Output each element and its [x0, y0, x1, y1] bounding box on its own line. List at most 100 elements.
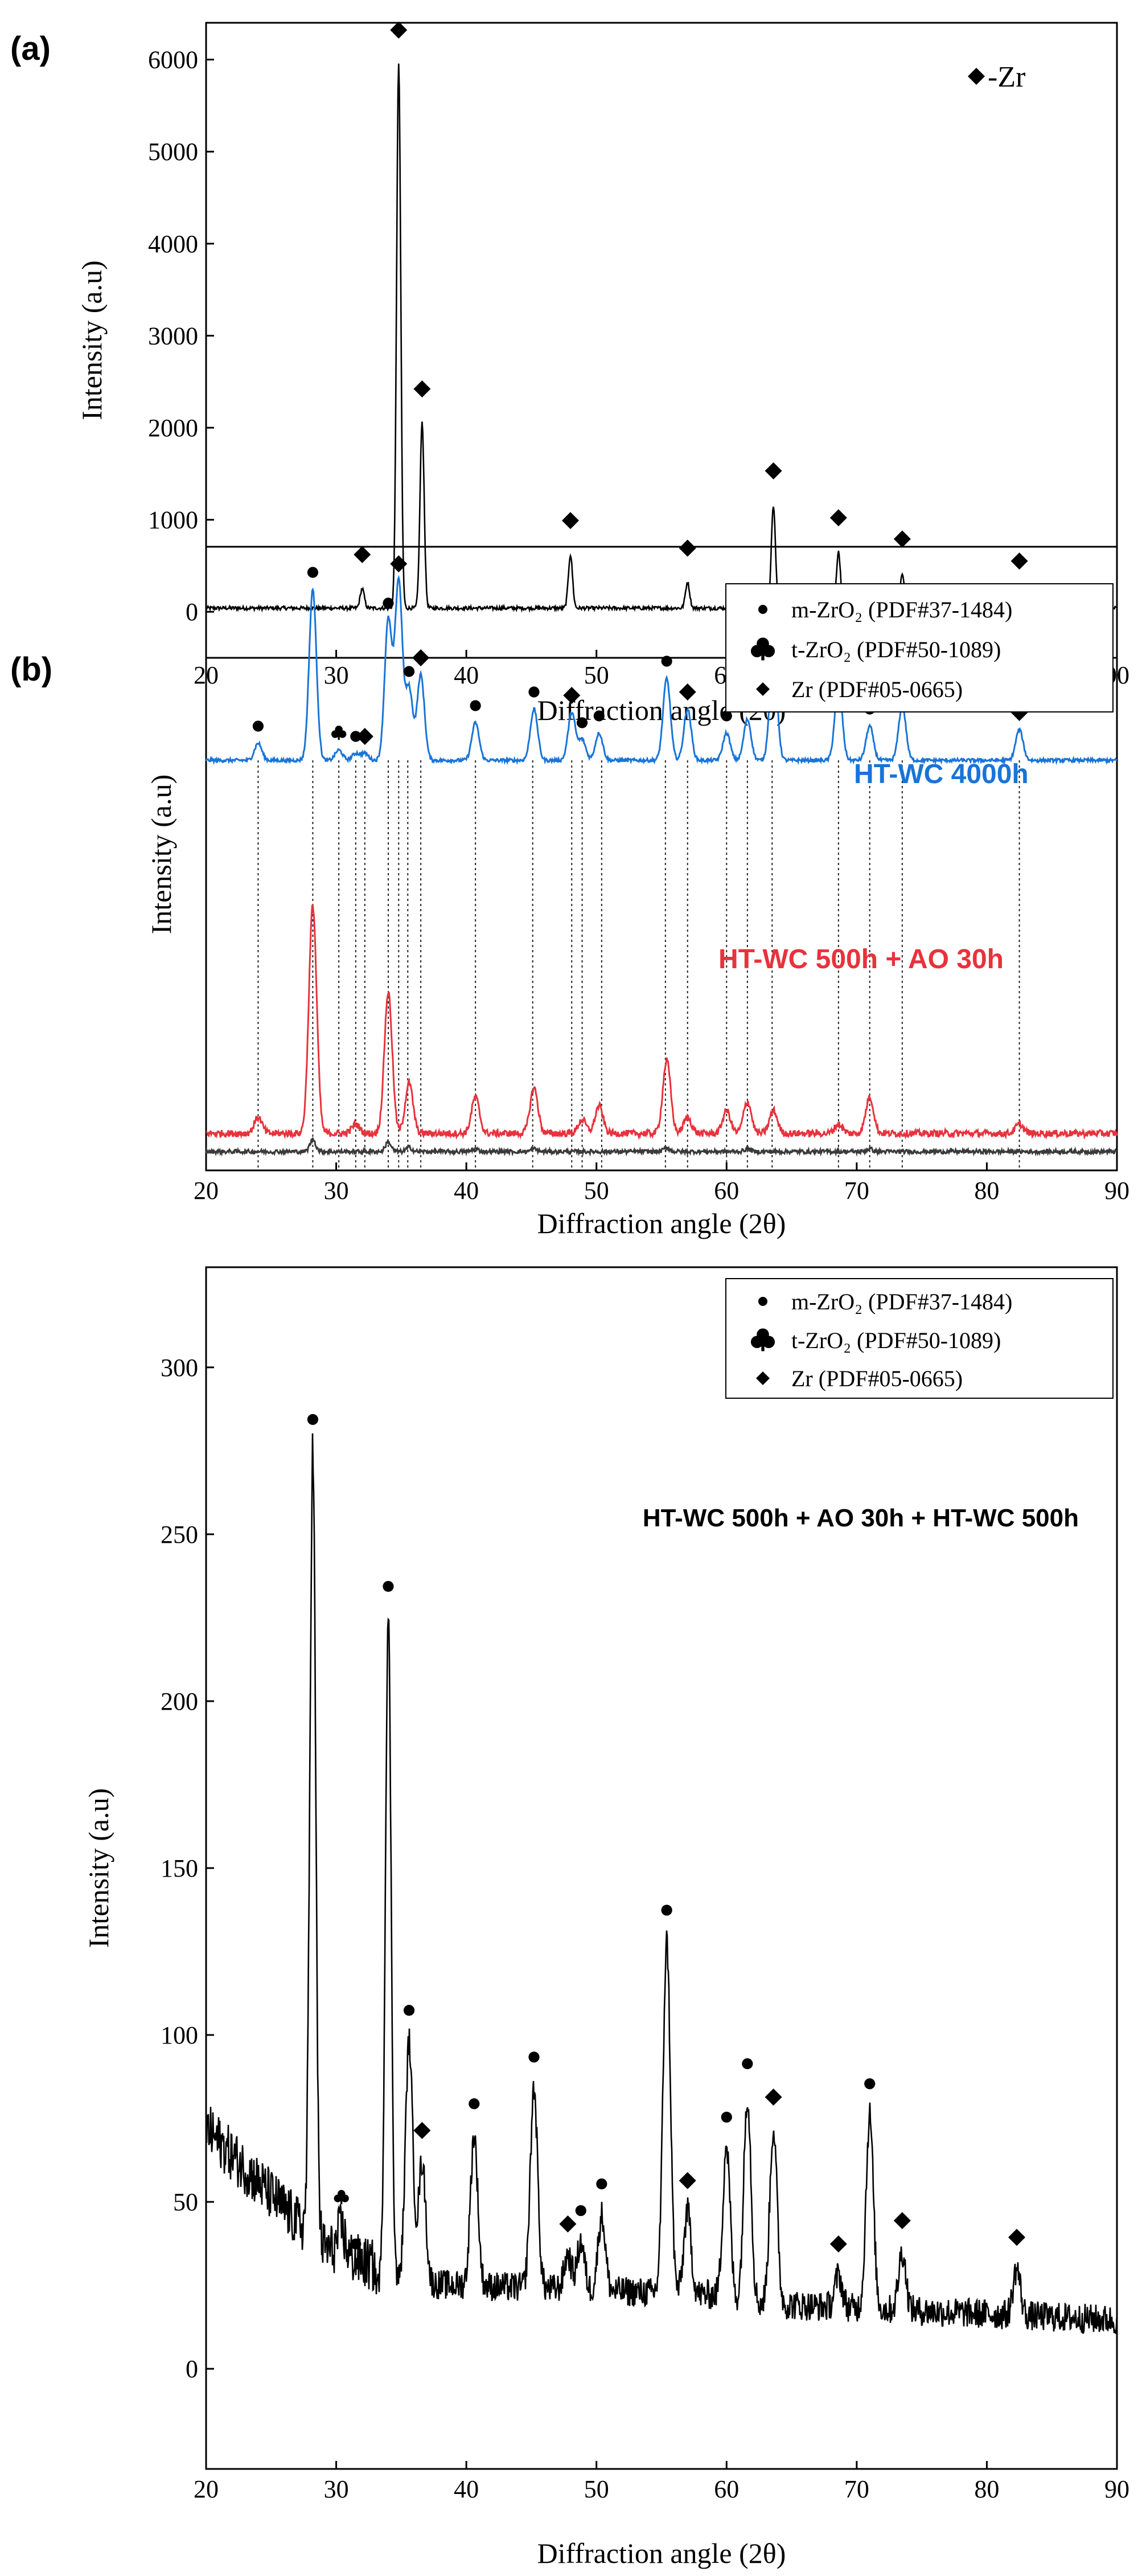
c-x-tick-label: 40 [454, 2475, 479, 2503]
peak-marker-circle [403, 666, 415, 677]
legend-diamond-icon [756, 1371, 770, 1385]
peak-marker-circle [383, 597, 394, 609]
peak-marker-diamond [559, 2215, 577, 2233]
peak-marker-club [331, 726, 347, 740]
c-y-tick-label: 200 [161, 1688, 198, 1715]
a-y-tick-label: 5000 [148, 138, 198, 166]
legend-diamond-icon [756, 682, 770, 696]
legend-diamond-icon [968, 68, 985, 85]
peak-marker-circle [661, 656, 672, 667]
peak-marker-circle [307, 567, 319, 578]
chart-panel-c: Diffraction angle (2θ) Intensity (a.u) 2… [83, 1266, 1129, 2569]
legend-circle-icon [758, 1297, 767, 1306]
peak-marker-diamond [562, 512, 579, 530]
c-y-tick-label: 300 [161, 1354, 198, 1382]
series-annotation-c: HT-WC 500h + AO 30h + HT-WC 500h [643, 1504, 1079, 1532]
b-x-tick-label: 30 [324, 1177, 349, 1205]
peak-marker-diamond [413, 380, 431, 398]
peak-marker-diamond [1010, 552, 1028, 570]
c-x-tick-label: 60 [714, 2475, 739, 2503]
legend-club-icon [750, 637, 775, 661]
peak-marker-diamond [829, 2235, 847, 2253]
peak-marker-circle [350, 2238, 362, 2250]
legend-a: -Zr [968, 61, 1025, 93]
b-x-tick-label: 60 [714, 1177, 739, 1205]
peak-marker-diamond [390, 555, 408, 572]
legend-entry-zr: Zr (PDF#05-0665) [791, 677, 963, 702]
c-x-tick-label: 50 [584, 2475, 609, 2503]
y-axis-label-c: Intensity (a.u) [83, 1788, 114, 1948]
a-y-tick-label: 4000 [148, 230, 198, 258]
b-x-tick-label: 20 [194, 1177, 219, 1205]
series-line-b-dark [205, 1137, 1118, 1157]
peak-marker-circle [528, 686, 540, 698]
series-label-ht-wc-4000h: HT-WC 4000h [854, 759, 1029, 789]
c-y-tick-label: 0 [186, 2355, 198, 2383]
c-y-tick-label: 100 [161, 2021, 198, 2049]
legend-entry-m-zro2: m-ZrO₂ (PDF#37-1484) [791, 1289, 1012, 1314]
b-x-tick-label: 40 [454, 1177, 479, 1205]
peak-marker-diamond [1008, 2229, 1025, 2246]
c-x-tick-label: 30 [324, 2475, 349, 2503]
b-x-tick-label: 80 [974, 1177, 999, 1205]
b-x-tick-label: 70 [844, 1177, 869, 1205]
b-x-tick-label: 90 [1104, 1177, 1129, 1205]
peak-marker-diamond [765, 2088, 782, 2106]
panel-label-b: (b) [10, 651, 52, 688]
club-icon [750, 1328, 775, 1352]
y-axis-label-a: Intensity (a.u) [76, 260, 108, 420]
peak-marker-circle [721, 2111, 732, 2123]
plot-frame-b [205, 546, 1118, 1172]
peak-marker-circle [350, 731, 362, 742]
peak-marker-circle [252, 720, 264, 732]
c-x-tick-label: 80 [974, 2475, 999, 2503]
peak-marker-diamond [679, 683, 696, 701]
legend-entry-t-zro2: t-ZrO₂ (PDF#50-1089) [791, 1328, 1001, 1353]
series-line-ht-wc-4000h [205, 575, 1118, 765]
legend-c: m-ZrO₂ (PDF#37-1484) t-ZrO₂ (PDF#50-1089… [725, 1278, 1114, 1399]
peak-marker-diamond [354, 546, 371, 563]
c-x-tick-label: 20 [194, 2475, 219, 2503]
a-x-tick-label: 50 [584, 661, 609, 689]
peak-marker-circle [864, 2078, 876, 2090]
peak-marker-circle [593, 710, 605, 722]
a-y-tick-label: 3000 [148, 322, 198, 350]
peak-marker-diamond [412, 649, 430, 666]
c-y-tick-label: 250 [161, 1521, 198, 1549]
legend-circle-icon [758, 605, 767, 614]
plot-frame-a [205, 22, 1118, 659]
peak-marker-circle [596, 2178, 607, 2190]
a-y-tick-label: 2000 [148, 414, 198, 442]
series-line-ht-wc-500h-ao-30h [206, 903, 1118, 1140]
legend-club-icon [750, 1328, 775, 1352]
series-label-ht-wc-500h-ao-30h: HT-WC 500h + AO 30h [718, 944, 1004, 974]
legend-entry-zr: Zr (PDF#05-0665) [791, 1366, 963, 1391]
c-x-tick-label: 70 [844, 2475, 869, 2503]
peak-marker-diamond [765, 462, 782, 480]
peak-marker-circle [575, 2205, 586, 2217]
peak-marker-diamond [829, 509, 847, 527]
peak-marker-circle [528, 2051, 540, 2063]
peak-marker-circle [661, 1905, 672, 1916]
a-x-tick-label: 30 [324, 661, 349, 689]
peak-marker-diamond [563, 687, 581, 704]
club-icon [750, 637, 775, 661]
a-y-tick-label: 6000 [148, 46, 198, 74]
x-axis-label-c: Diffraction angle (2θ) [537, 2537, 786, 2569]
panel-label-a: (a) [10, 30, 51, 67]
legend-entry-t-zro2: t-ZrO₂ (PDF#50-1089) [791, 637, 1001, 662]
peak-marker-circle [470, 700, 481, 711]
a-y-tick-label: 1000 [148, 506, 198, 534]
c-y-tick-label: 50 [173, 2188, 198, 2216]
peak-marker-circle [383, 1580, 394, 1592]
peak-marker-diamond [390, 21, 408, 39]
legend-box-c [725, 1278, 1114, 1399]
peak-marker-diamond [679, 2172, 696, 2189]
legend-entry-m-zro2: m-ZrO₂ (PDF#37-1484) [791, 597, 1012, 623]
peak-marker-circle [403, 2005, 415, 2016]
c-y-tick-label: 150 [161, 1854, 198, 1882]
peak-marker-club [334, 2190, 349, 2205]
chart-panel-b: Diffraction angle (2θ) Intensity (a.u) 2… [145, 546, 1129, 1239]
legend-entry-zr: -Zr [988, 61, 1025, 93]
